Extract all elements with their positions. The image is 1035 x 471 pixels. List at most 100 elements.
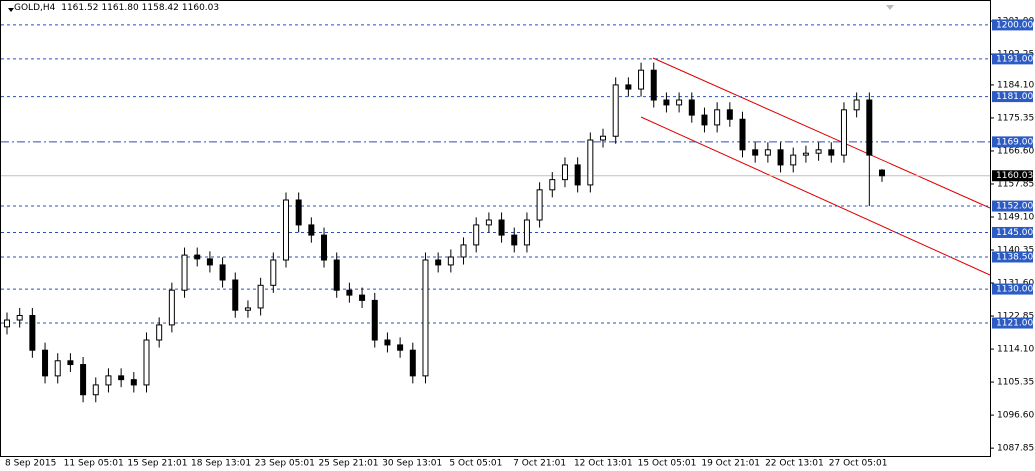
level-label-box bbox=[992, 91, 1033, 103]
candle-body bbox=[701, 114, 708, 126]
candle-body bbox=[853, 99, 860, 111]
x-tick-label: 7 Oct 21:01 bbox=[513, 459, 566, 469]
candle-body bbox=[714, 109, 721, 126]
x-tick-label: 18 Sep 13:01 bbox=[191, 459, 251, 469]
candle-body bbox=[270, 259, 277, 286]
candle-body bbox=[663, 99, 670, 106]
candle-body bbox=[739, 118, 746, 151]
candle-body bbox=[42, 349, 49, 377]
x-tick-label: 8 Sep 2015 bbox=[5, 459, 56, 469]
symbol: GOLD,H4 bbox=[14, 3, 56, 13]
candle-body bbox=[92, 384, 99, 396]
candle-body bbox=[688, 99, 695, 116]
candle-body bbox=[168, 289, 175, 326]
level-label: 1138.50 bbox=[996, 252, 1033, 262]
level-label: 1152.00 bbox=[996, 202, 1033, 212]
candle-body bbox=[181, 254, 188, 291]
level-label: 1130.00 bbox=[996, 285, 1033, 295]
current-price-label: 1160.03 bbox=[996, 171, 1033, 181]
candle-body bbox=[676, 99, 683, 106]
low: 1158.42 bbox=[141, 3, 179, 13]
level-label-box bbox=[992, 317, 1033, 329]
level-label: 1181.00 bbox=[996, 92, 1033, 102]
candle-body bbox=[384, 339, 391, 346]
y-tick-label: 1122.85 bbox=[997, 312, 1034, 322]
y-tick-label: 1087.85 bbox=[997, 444, 1034, 454]
candle-body bbox=[549, 179, 556, 191]
candle-body bbox=[498, 219, 505, 236]
candle-body bbox=[473, 224, 480, 246]
level-label-box bbox=[992, 251, 1033, 263]
candle-body bbox=[460, 244, 467, 258]
candle-body bbox=[16, 314, 23, 321]
open: 1161.52 bbox=[61, 3, 99, 13]
candle-body bbox=[118, 375, 125, 381]
candle-body bbox=[333, 259, 340, 291]
candle-body bbox=[156, 324, 163, 341]
candle-body bbox=[346, 289, 353, 296]
y-tick-label: 1175.35 bbox=[997, 113, 1034, 123]
candle-body bbox=[397, 344, 404, 351]
x-tick-label: 22 Oct 13:01 bbox=[765, 459, 824, 469]
candle-body bbox=[790, 154, 797, 166]
x-tick-label: 19 Oct 21:01 bbox=[701, 459, 760, 469]
candle-body bbox=[219, 264, 226, 281]
candle-body bbox=[815, 149, 822, 154]
candle-body bbox=[29, 314, 36, 351]
candle-body bbox=[574, 164, 581, 186]
candle-body bbox=[612, 84, 619, 137]
candle-body bbox=[194, 254, 201, 260]
candle-body bbox=[866, 99, 873, 156]
channel-lower bbox=[640, 116, 991, 276]
candle-body bbox=[650, 69, 657, 101]
plot-frame bbox=[0, 0, 991, 457]
candle-body bbox=[840, 109, 847, 156]
current-price-box bbox=[992, 170, 1033, 182]
candle-body bbox=[587, 139, 594, 186]
candle-body bbox=[67, 360, 74, 366]
candle-body bbox=[828, 149, 835, 156]
menu-arrow[interactable] bbox=[8, 8, 14, 12]
candle-body bbox=[726, 109, 733, 120]
candle-body bbox=[295, 199, 302, 226]
close: 1160.03 bbox=[181, 3, 220, 13]
y-tick-label: 1105.35 bbox=[997, 378, 1034, 388]
candle-body bbox=[638, 69, 645, 90]
level-label-box bbox=[992, 136, 1033, 148]
candle-body bbox=[359, 294, 366, 301]
candle-body bbox=[625, 84, 632, 90]
y-tick-label: 1149.10 bbox=[997, 212, 1034, 222]
level-label: 1200.00 bbox=[996, 20, 1033, 30]
level-label-box bbox=[992, 226, 1033, 238]
x-tick-label: 23 Sep 05:01 bbox=[255, 459, 315, 469]
header: GOLD,H4 1161.52 1161.80 1158.42 1160.03 bbox=[8, 3, 222, 13]
candle-body bbox=[485, 219, 492, 226]
level-label: 1191.00 bbox=[996, 54, 1033, 64]
scroll-marker[interactable] bbox=[886, 5, 894, 10]
x-tick-label: 15 Sep 21:01 bbox=[127, 459, 187, 469]
candle-body bbox=[308, 224, 315, 236]
candle-body bbox=[523, 219, 530, 246]
level-label: 1169.00 bbox=[996, 137, 1033, 147]
candle-body bbox=[752, 149, 759, 156]
candle-body bbox=[80, 364, 87, 396]
y-tick-label: 1114.10 bbox=[997, 345, 1034, 355]
y-tick-label: 1157.85 bbox=[997, 179, 1034, 189]
y-tick-label: 1131.60 bbox=[997, 279, 1034, 289]
y-tick-label: 1096.60 bbox=[997, 411, 1034, 421]
candle-body bbox=[54, 360, 61, 377]
candle-body bbox=[143, 339, 150, 386]
candle-body bbox=[447, 256, 454, 266]
candle-body bbox=[206, 258, 213, 266]
channel-upper bbox=[652, 57, 991, 209]
x-tick-label: 25 Sep 21:01 bbox=[318, 459, 378, 469]
candle-body bbox=[879, 169, 885, 177]
level-label-box bbox=[992, 200, 1033, 212]
candle-body bbox=[232, 279, 239, 311]
level-label-box bbox=[992, 19, 1033, 31]
candle-body bbox=[511, 234, 518, 246]
candle-body bbox=[257, 284, 264, 309]
candle-body bbox=[105, 375, 112, 386]
